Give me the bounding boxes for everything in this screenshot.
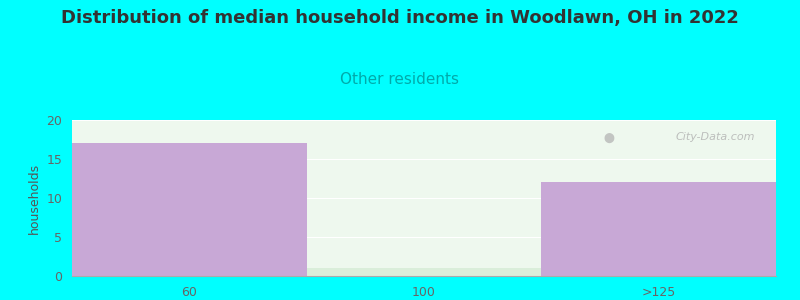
Text: ⬤: ⬤: [603, 133, 614, 143]
Text: Distribution of median household income in Woodlawn, OH in 2022: Distribution of median household income …: [61, 9, 739, 27]
Bar: [306, 268, 542, 276]
Text: Other residents: Other residents: [341, 72, 459, 87]
Text: City-Data.com: City-Data.com: [675, 133, 755, 142]
Y-axis label: households: households: [28, 162, 41, 234]
Bar: [542, 182, 776, 276]
Bar: [72, 143, 306, 276]
